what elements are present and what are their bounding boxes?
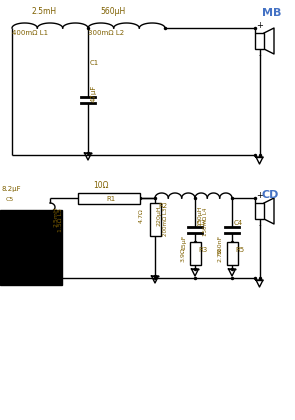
Text: C4: C4 <box>234 220 243 226</box>
Text: C1: C1 <box>90 60 99 66</box>
Bar <box>255 203 264 219</box>
Text: 130μH: 130μH <box>197 205 202 226</box>
Bar <box>0 210 62 285</box>
Bar <box>189 242 201 265</box>
Text: 10Ω: 10Ω <box>93 181 109 190</box>
Bar <box>78 192 140 204</box>
Text: 2.5mH: 2.5mH <box>53 206 58 227</box>
Text: C5: C5 <box>6 197 14 202</box>
Text: 560nF: 560nF <box>218 235 223 254</box>
Text: 400mΩ L1: 400mΩ L1 <box>12 30 48 36</box>
Text: R1: R1 <box>106 196 115 202</box>
Text: -: - <box>258 222 261 228</box>
Text: 3.9Ω: 3.9Ω <box>181 247 186 262</box>
Text: R3: R3 <box>198 247 207 253</box>
Text: CD: CD <box>262 190 279 200</box>
Text: 150mΩ L4: 150mΩ L4 <box>203 208 208 236</box>
Text: R2: R2 <box>158 203 167 209</box>
Bar <box>150 203 160 236</box>
Text: 560μH: 560μH <box>100 7 125 16</box>
Text: 15μF: 15μF <box>181 235 186 250</box>
Text: R5: R5 <box>235 247 244 253</box>
Text: 47μF: 47μF <box>91 85 97 102</box>
Bar <box>227 242 237 265</box>
Text: MB: MB <box>262 8 281 18</box>
Text: 4.7Ω: 4.7Ω <box>139 208 144 223</box>
Text: 8.2μF: 8.2μF <box>2 186 22 192</box>
Text: 200mΩ L3: 200mΩ L3 <box>163 208 168 236</box>
Text: 1.5Ω L5: 1.5Ω L5 <box>58 208 63 232</box>
Text: C3: C3 <box>197 220 206 226</box>
Text: 300mΩ L2: 300mΩ L2 <box>88 30 124 36</box>
Text: +: + <box>256 191 263 200</box>
Text: 2.5mH: 2.5mH <box>32 7 57 16</box>
Text: 220μH: 220μH <box>157 205 162 226</box>
Text: 2.7Ω: 2.7Ω <box>218 247 223 262</box>
Text: -: - <box>258 52 261 58</box>
Text: +: + <box>256 21 263 30</box>
Bar <box>255 33 264 49</box>
